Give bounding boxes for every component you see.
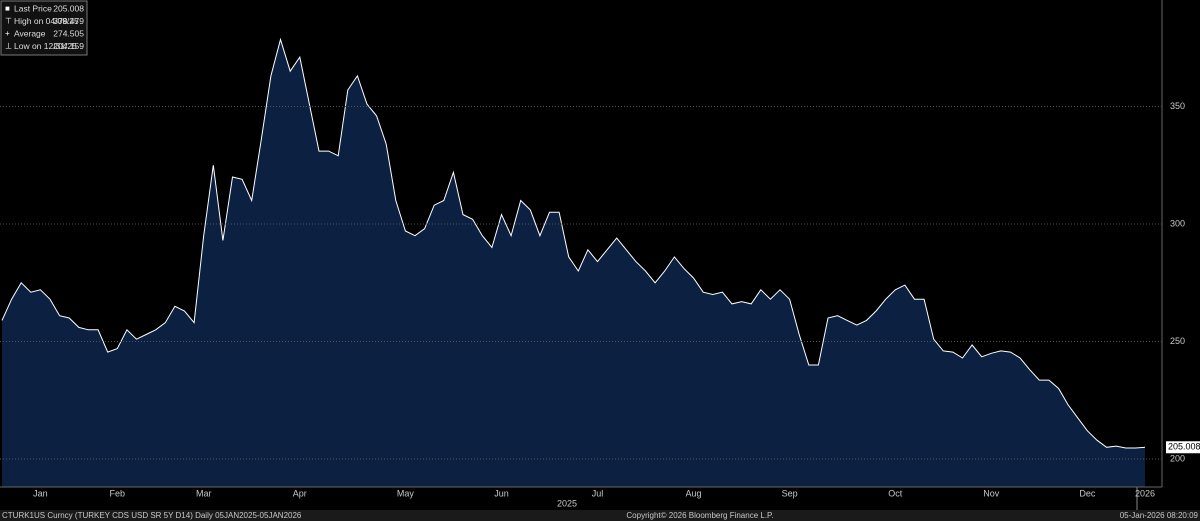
footer-bar xyxy=(0,510,1200,521)
copyright: Copyright© 2026 Bloomberg Finance L.P. xyxy=(626,511,773,520)
legend-value: 205.008 xyxy=(53,3,84,13)
plot xyxy=(0,37,1162,487)
legend-box xyxy=(0,0,88,56)
legend-label: High on 04/09/25 xyxy=(14,16,79,26)
x-tick-label: May xyxy=(397,488,415,498)
y-tick-label: 300 xyxy=(1170,218,1185,228)
last-price-box xyxy=(1166,441,1200,454)
x-tick-label: Jun xyxy=(494,488,509,498)
x-tick-label: Nov xyxy=(983,488,1000,498)
timestamp: 05-Jan-2026 08:20:09 xyxy=(1120,511,1199,520)
legend-label: Last Price xyxy=(14,3,52,13)
x-tick-label: 2026 xyxy=(1135,488,1155,498)
legend-icon: ⊤ xyxy=(5,17,12,26)
x-tick-label: Oct xyxy=(888,488,903,498)
x-tick-label: Apr xyxy=(293,488,307,498)
year-label: 2025 xyxy=(557,498,577,508)
y-tick-label: 250 xyxy=(1170,336,1185,346)
x-tick-label: Feb xyxy=(110,488,126,498)
x-tick-label: Jul xyxy=(592,488,604,498)
x-tick-label: Mar xyxy=(196,488,212,498)
y-tick-label: 350 xyxy=(1170,101,1185,111)
legend-value: 378.479 xyxy=(53,16,84,26)
legend-icon: ■ xyxy=(5,4,10,13)
x-tick-label: Dec xyxy=(1079,488,1096,498)
legend-icon: ⊥ xyxy=(5,42,12,51)
last-price-label: 205.008 xyxy=(1168,442,1200,452)
legend-value: 274.505 xyxy=(53,28,84,38)
y-tick-label: 200 xyxy=(1170,453,1185,463)
legend-value: 204.159 xyxy=(53,41,84,51)
price-line xyxy=(1,37,1146,449)
legend-label: Average xyxy=(14,28,46,38)
x-tick-label: Sep xyxy=(782,488,798,498)
legend-label: Low on 12/31/25 xyxy=(14,41,77,51)
subtitle: CTURK1US Curncy (TURKEY CDS USD SR 5Y D1… xyxy=(2,511,302,520)
area-fill xyxy=(2,39,1145,487)
legend-icon: + xyxy=(5,29,10,38)
legend: ■ Last Price 205.008 ⊤ High on 04/09/25378.4… xyxy=(5,3,84,51)
x-tick-label: Jan xyxy=(33,488,48,498)
x-tick-label: Aug xyxy=(686,488,702,498)
